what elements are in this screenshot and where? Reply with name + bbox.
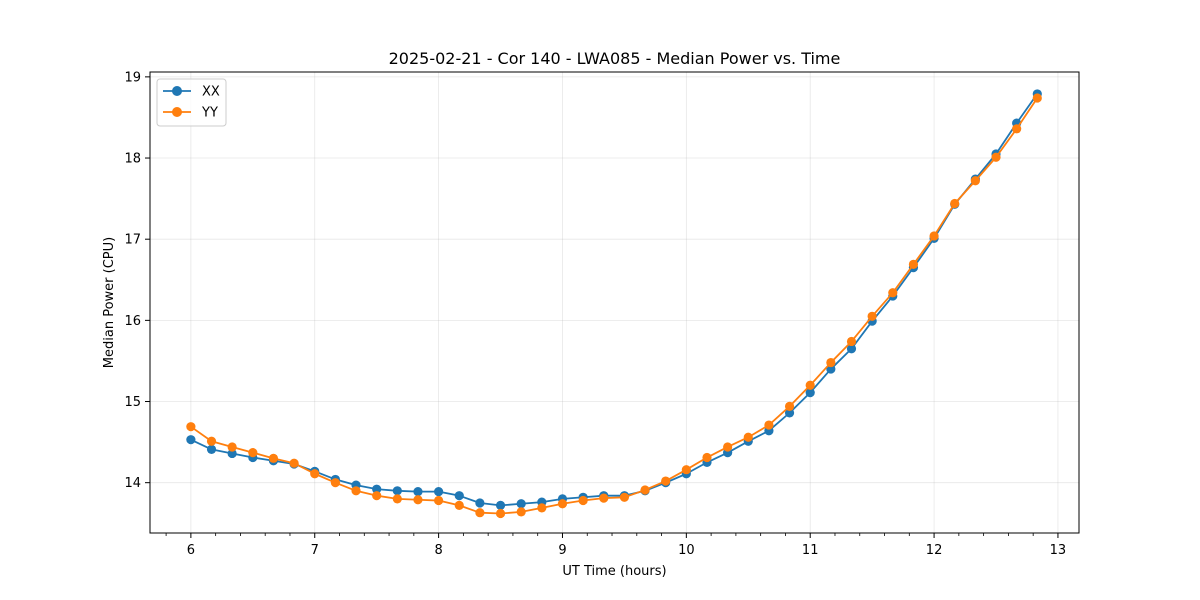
data-point-yy [743, 432, 753, 442]
data-point-yy [392, 494, 402, 504]
legend-marker-xx [172, 86, 182, 96]
data-point-yy [351, 486, 361, 496]
data-point-yy [372, 491, 382, 501]
data-point-yy [330, 478, 340, 488]
data-point-yy [289, 458, 299, 468]
data-point-xx [495, 500, 506, 511]
data-point-xx [206, 444, 217, 455]
x-tick-label: 7 [311, 543, 319, 558]
x-tick-label: 11 [802, 543, 819, 558]
legend-label-xx: XX [202, 85, 220, 100]
y-tick-label: 17 [124, 233, 141, 248]
data-point-yy [950, 198, 960, 209]
data-point-yy [537, 503, 547, 513]
y-tick-label: 16 [124, 314, 141, 329]
data-point-yy [805, 380, 815, 390]
data-point-yy [888, 288, 898, 298]
data-point-xx [186, 435, 196, 445]
data-point-yy [227, 442, 237, 452]
data-point-yy [454, 500, 464, 511]
y-tick-label: 18 [124, 152, 141, 167]
data-point-yy [186, 422, 196, 432]
data-point-xx [392, 486, 402, 496]
data-point-yy [826, 357, 836, 368]
data-point-yy [619, 492, 630, 502]
legend-marker-yy [172, 107, 182, 117]
data-point-yy [640, 485, 650, 495]
data-point-xx [475, 498, 485, 508]
x-axis-label: UT Time (hours) [562, 564, 666, 579]
data-point-yy [495, 508, 506, 519]
data-point-xx [846, 344, 857, 354]
data-point-yy [578, 495, 588, 506]
data-point-yy [1032, 93, 1042, 103]
data-point-xx [413, 487, 423, 497]
y-axis-label: Median Power (CPU) [102, 237, 117, 368]
series-yy [186, 93, 1042, 519]
data-point-yy [846, 336, 857, 347]
plot-area-frame [149, 71, 1080, 534]
data-point-yy [268, 453, 279, 463]
data-point-xx [516, 499, 526, 509]
data-point-yy [723, 442, 733, 452]
data-point-yy [784, 401, 795, 411]
data-point-yy [929, 231, 939, 241]
y-tick-label: 19 [124, 70, 141, 85]
data-point-xx [454, 491, 464, 501]
x-tick-label: 6 [187, 543, 195, 558]
data-point-yy [206, 436, 217, 446]
data-point-yy [661, 476, 671, 486]
legend-label-yy: YY [201, 106, 218, 121]
x-tick-label: 9 [558, 543, 566, 558]
data-point-yy [970, 176, 980, 186]
data-point-yy [908, 259, 919, 269]
data-point-yy [248, 448, 258, 458]
legend: XX YY [156, 78, 227, 127]
data-point-xx [826, 364, 836, 374]
x-tick-label: 8 [434, 543, 442, 558]
chart-title: 2025-02-21 - Cor 140 - LWA085 - Median P… [389, 49, 841, 68]
data-point-xx [784, 408, 795, 418]
data-point-yy [516, 507, 526, 517]
data-point-yy [764, 420, 774, 430]
x-tick-label: 12 [926, 543, 943, 558]
grid-lines [150, 72, 1079, 533]
data-point-yy [991, 152, 1001, 162]
data-point-yy [867, 311, 877, 321]
data-point-xx [805, 387, 815, 398]
x-tick-label: 10 [678, 543, 695, 558]
y-tick-label: 14 [124, 476, 141, 491]
x-axis-ticks: 6 7 8 9 10 11 12 13 [165, 533, 1067, 558]
data-point-yy [1012, 124, 1022, 134]
data-point-xx [227, 448, 237, 459]
data-point-yy [557, 499, 568, 509]
x-tick-label: 13 [1050, 543, 1067, 558]
data-point-yy [702, 452, 712, 463]
data-point-yy [599, 493, 609, 503]
data-point-xx [434, 487, 444, 497]
y-tick-label: 15 [124, 395, 141, 410]
data-point-yy [681, 465, 691, 475]
data-point-xx [372, 484, 382, 494]
data-point-yy [475, 508, 485, 518]
data-point-yy [434, 495, 444, 506]
data-point-yy [413, 495, 423, 505]
series-lines [186, 89, 1042, 519]
data-point-yy [310, 469, 320, 479]
y-axis-ticks: 14 15 16 17 18 19 [124, 70, 150, 491]
